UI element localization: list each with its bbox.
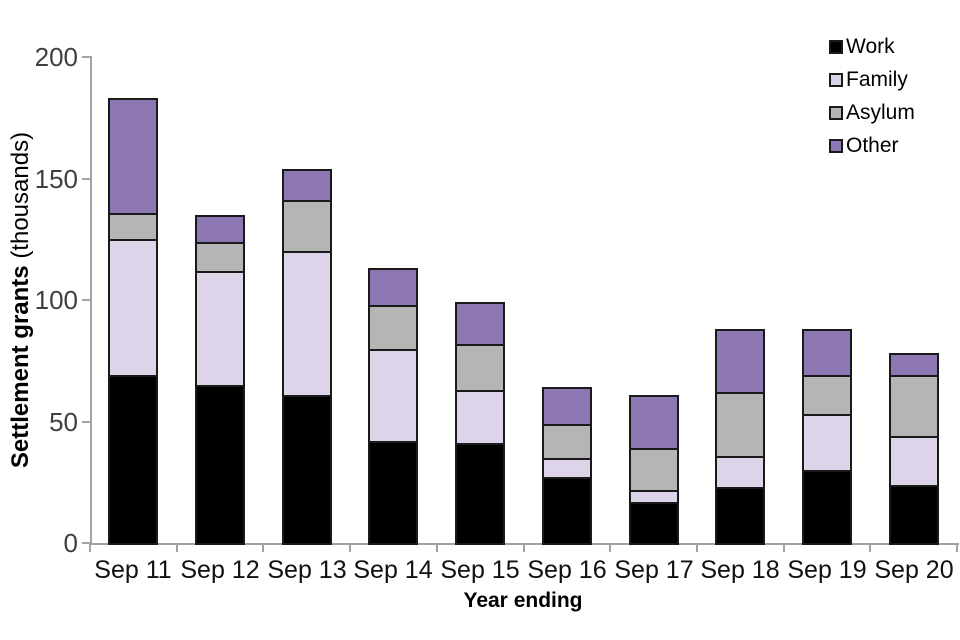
legend-item-family: Family [829, 63, 915, 96]
y-tick-mark [82, 56, 90, 58]
legend-label: Asylum [846, 101, 915, 124]
legend-swatch-family-icon [829, 72, 843, 87]
legend-item-asylum: Asylum [829, 96, 915, 129]
bar-segment-work [368, 441, 418, 545]
bar-segment-other [629, 395, 679, 450]
bar-segment-family [455, 390, 505, 445]
y-axis-title-units: (thousands) [7, 131, 34, 259]
bar-segment-work [455, 443, 505, 545]
y-tick-label: 150 [34, 164, 78, 194]
bar-segment-other [889, 353, 939, 377]
y-axis-line [90, 56, 92, 545]
x-tick-mark [609, 545, 611, 552]
x-tick-label: Sep 11 [94, 556, 172, 584]
bar-segment-asylum [108, 213, 158, 241]
bar-segment-family [802, 414, 852, 472]
bar-segment-family [889, 436, 939, 487]
x-tick-label: Sep 20 [874, 556, 954, 584]
x-tick-mark [262, 545, 264, 552]
legend-label: Work [846, 35, 895, 58]
x-tick-mark [696, 545, 698, 552]
legend-swatch-work-icon [829, 39, 843, 54]
bar-segment-work [108, 375, 158, 545]
bar-segment-asylum [455, 344, 505, 392]
bar-segment-family [282, 251, 332, 397]
bar-segment-work [282, 395, 332, 545]
bar-segment-asylum [195, 242, 245, 273]
x-tick-mark [783, 545, 785, 552]
legend-item-work: Work [829, 30, 915, 63]
x-tick-label: Sep 15 [440, 556, 520, 584]
bar-segment-asylum [715, 392, 765, 458]
y-tick-mark [82, 299, 90, 301]
y-tick-label: 50 [49, 407, 78, 437]
x-tick-label: Sep 18 [700, 556, 780, 584]
x-tick-mark [176, 545, 178, 552]
x-tick-mark [523, 545, 525, 552]
bar-segment-other [802, 329, 852, 377]
bar-segment-asylum [368, 305, 418, 351]
bar-segment-family [108, 239, 158, 377]
y-tick-label: 0 [63, 528, 78, 558]
legend-label: Family [846, 68, 908, 91]
bar-segment-work [542, 477, 592, 545]
y-tick-label: 200 [34, 42, 78, 72]
bar-segment-asylum [629, 448, 679, 492]
x-tick-mark [436, 545, 438, 552]
bar-segment-other [542, 387, 592, 426]
bar-segment-work [889, 485, 939, 545]
bar-segment-other [455, 302, 505, 346]
y-tick-mark [82, 421, 90, 423]
legend-item-other: Other [829, 129, 915, 162]
bar-segment-work [802, 470, 852, 545]
bar-segment-work [715, 487, 765, 545]
x-tick-mark [869, 545, 871, 552]
x-axis-title: Year ending [463, 589, 583, 612]
legend-label: Other [846, 134, 899, 157]
x-tick-mark [956, 545, 958, 552]
bar-segment-family [195, 271, 245, 387]
bar-segment-family [715, 456, 765, 489]
bar-segment-other [715, 329, 765, 394]
bar-segment-other [368, 268, 418, 307]
x-tick-label: Sep 19 [787, 556, 867, 584]
bar-segment-asylum [542, 424, 592, 460]
bar-segment-work [629, 502, 679, 545]
bar-segment-family [368, 349, 418, 443]
bar-segment-other [282, 169, 332, 202]
x-axis-line [89, 543, 959, 545]
x-tick-label: Sep 13 [267, 556, 347, 584]
bar-segment-family [629, 490, 679, 504]
x-tick-mark [89, 545, 91, 552]
legend-swatch-other-icon [829, 138, 843, 153]
y-tick-mark [82, 178, 90, 180]
x-tick-label: Sep 14 [353, 556, 433, 584]
y-tick-mark [82, 542, 90, 544]
bar-segment-other [108, 98, 158, 215]
legend-swatch-asylum-icon [829, 105, 843, 120]
x-tick-mark [349, 545, 351, 552]
legend: Work Family Asylum Other [829, 30, 915, 162]
bar-segment-work [195, 385, 245, 545]
bar-segment-other [195, 215, 245, 244]
x-tick-label: Sep 17 [614, 556, 694, 584]
bar-segment-asylum [889, 375, 939, 438]
bar-segment-asylum [282, 200, 332, 253]
x-tick-label: Sep 16 [527, 556, 607, 584]
x-tick-label: Sep 12 [180, 556, 260, 584]
y-tick-label: 100 [34, 285, 78, 315]
bar-segment-family [542, 458, 592, 479]
bar-segment-asylum [802, 375, 852, 416]
